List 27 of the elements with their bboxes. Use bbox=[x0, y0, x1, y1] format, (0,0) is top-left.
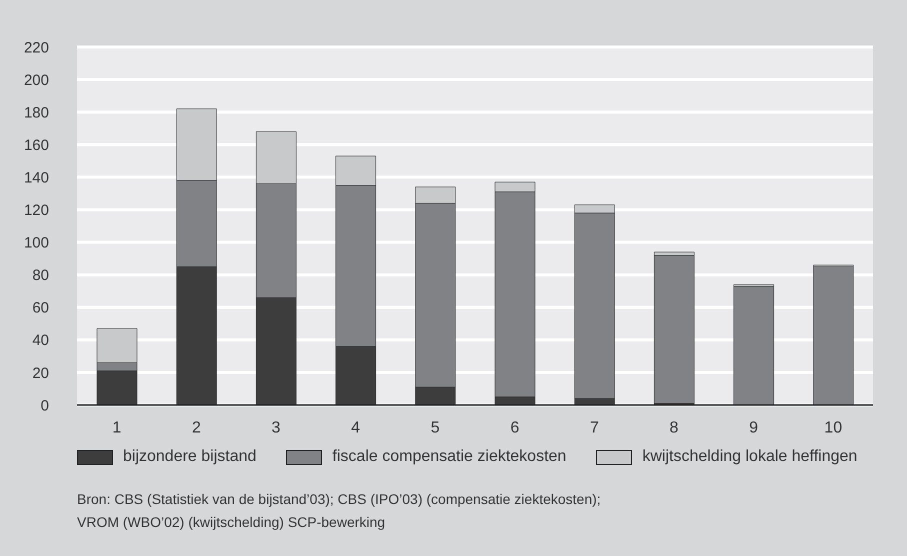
y-tick-label: 180 bbox=[24, 104, 49, 122]
x-tick-label: 8 bbox=[670, 419, 679, 436]
legend-label: bijzondere bijstand bbox=[123, 448, 256, 466]
text: Bron: CBS (Statistiek van de bijstand’03); CBS (IPO’03) (compensatie ziektekosten); bbox=[77, 490, 602, 509]
x-tick-label: 5 bbox=[430, 419, 440, 436]
legend-label: kwijtschelding lokale heffingen bbox=[642, 448, 858, 466]
text: VROM (WBO’02) (kwijtschelding) SCP-bewerking bbox=[77, 513, 386, 532]
legend-label: fiscale compensatie ziektekosten bbox=[332, 448, 566, 466]
y-tick-label: 100 bbox=[24, 234, 49, 252]
y-tick-label: 80 bbox=[32, 267, 49, 284]
x-tick-label: 1 bbox=[112, 419, 122, 436]
x-tick-label: 9 bbox=[749, 419, 758, 436]
x-tick-label: 7 bbox=[590, 419, 599, 436]
y-tick-label: 140 bbox=[24, 170, 49, 187]
y-tick-label: 20 bbox=[32, 364, 49, 382]
x-tick-label: 4 bbox=[351, 419, 360, 436]
x-tick-label: 6 bbox=[510, 419, 520, 436]
y-tick-label: 60 bbox=[32, 300, 49, 317]
x-tick-label: 10 bbox=[824, 419, 842, 436]
y-tick-label: 0 bbox=[40, 397, 49, 414]
y-tick-label: 40 bbox=[32, 332, 49, 350]
x-tick-label: 2 bbox=[192, 419, 201, 436]
x-tick-label: 3 bbox=[272, 419, 281, 436]
y-tick-label: 120 bbox=[24, 202, 49, 220]
y-tick-label: 200 bbox=[24, 72, 49, 89]
y-tick-label: 220 bbox=[24, 39, 49, 56]
y-tick-label: 160 bbox=[24, 136, 49, 154]
